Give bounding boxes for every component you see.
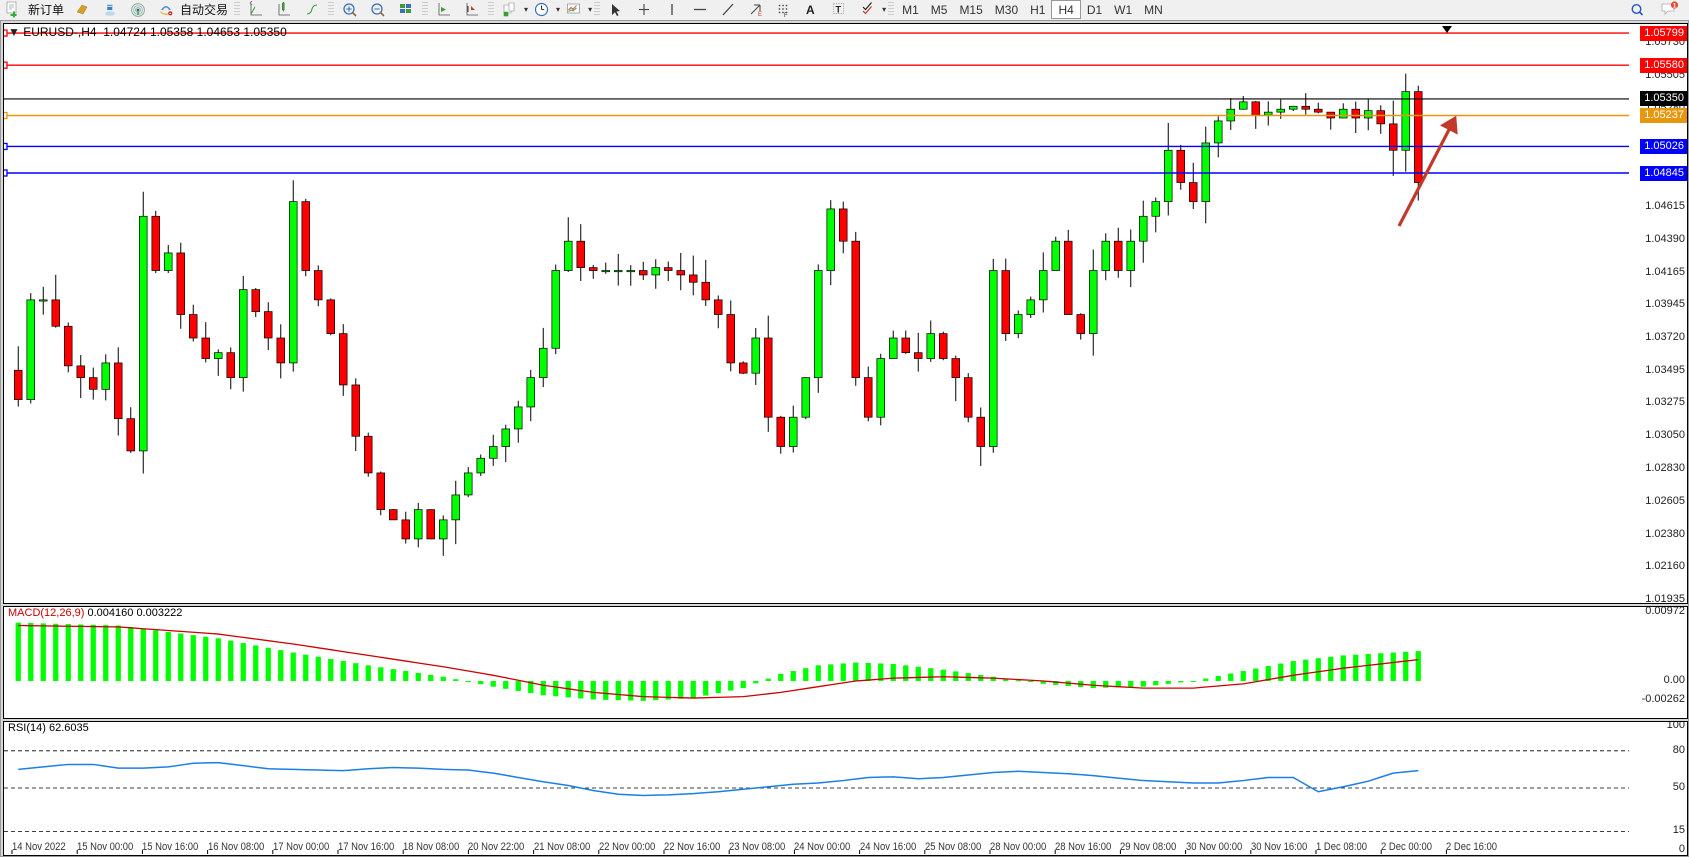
svg-text:A: A [806, 3, 815, 17]
svg-text:F: F [784, 13, 788, 18]
svg-text:E: E [758, 12, 762, 18]
svg-text:T: T [836, 5, 842, 15]
svg-text:1: 1 [1673, 2, 1677, 9]
